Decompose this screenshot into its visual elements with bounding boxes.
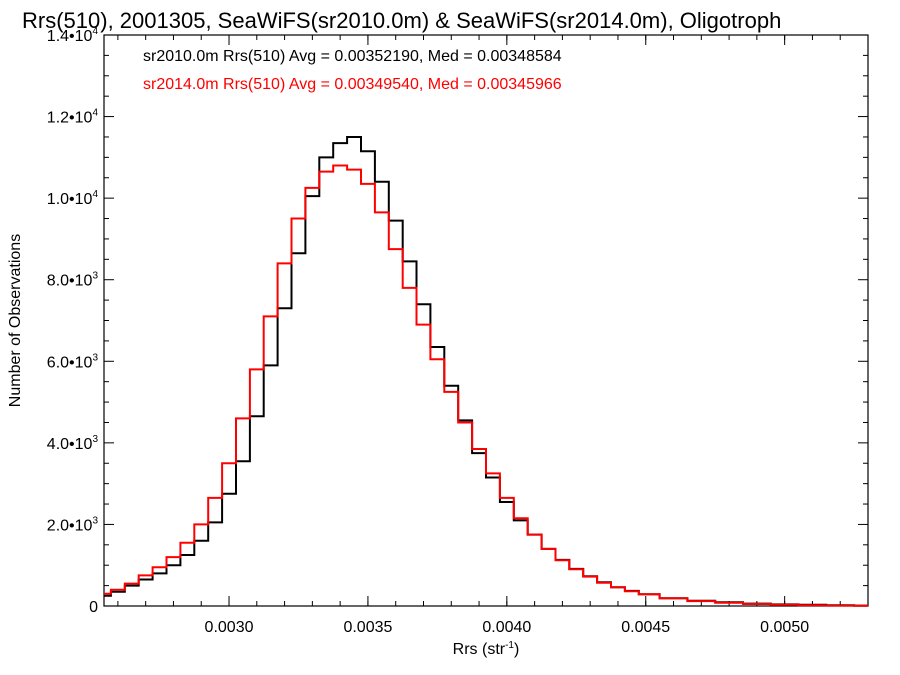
y-tick-label: 1.4•104 [47,26,99,45]
y-tick-label: 0 [89,599,98,616]
axis-ticks: 0.0030 0.0035 0.0040 0.0045 0.0050 0 2.0•103 4.… [47,26,869,636]
x-tick-label: 0.0035 [343,619,392,636]
plot-frame [103,34,869,607]
y-tick-label: 8.0•103 [47,271,99,290]
series-group [104,136,868,607]
chart-title: Rrs(510), 2001305, SeaWiFS(sr2010.0m) & … [22,8,782,33]
x-axis-label: Rrs (str-1) [453,640,520,658]
x-tick-label: 0.0040 [482,619,531,636]
y-tick-label: 4.0•103 [47,434,99,453]
series-sr2014-line [104,164,868,607]
legend-sr2014-stats: sr2014.0m Rrs(510) Avg = 0.00349540, Med… [143,76,562,93]
x-tick-label: 0.0045 [621,619,670,636]
legend-sr2010-stats: sr2010.0m Rrs(510) Avg = 0.00352190, Med… [143,48,562,65]
y-tick-label: 6.0•103 [47,352,99,371]
y-tick-label: 1.0•104 [47,189,99,208]
y-tick-label: 2.0•103 [47,515,99,534]
x-tick-label: 0.0050 [760,619,809,636]
x-tick-label: 0.0030 [205,619,254,636]
y-tick-label: 1.2•104 [47,108,99,127]
series-sr2010-line [104,136,868,607]
legend: sr2010.0m Rrs(510) Avg = 0.00352190, Med… [143,48,562,93]
y-axis-label: Number of Observations [7,234,24,407]
